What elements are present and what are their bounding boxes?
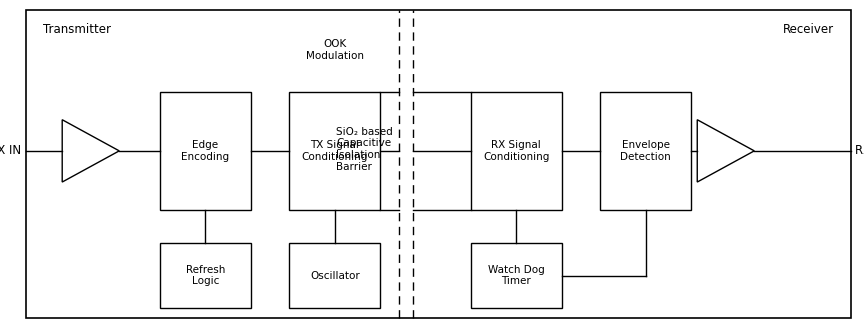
Text: TX IN: TX IN — [0, 144, 22, 157]
Bar — [471, 92, 562, 210]
Bar — [160, 243, 251, 308]
Bar — [600, 92, 691, 210]
Text: TX Signal
Conditioning: TX Signal Conditioning — [302, 140, 368, 162]
Text: Edge
Encoding: Edge Encoding — [181, 140, 229, 162]
Text: Oscillator: Oscillator — [310, 271, 359, 280]
Text: SiO₂ based
Capacitive
Isolation
Barrier: SiO₂ based Capacitive Isolation Barrier — [336, 127, 393, 172]
Text: Refresh
Logic: Refresh Logic — [186, 265, 225, 286]
Text: OOK
Modulation: OOK Modulation — [306, 39, 365, 61]
Polygon shape — [62, 120, 119, 182]
Bar — [471, 243, 562, 308]
Bar — [289, 92, 380, 210]
Text: Envelope
Detection: Envelope Detection — [620, 140, 671, 162]
Bar — [289, 243, 380, 308]
Text: Receiver: Receiver — [783, 23, 834, 36]
Text: RX Signal
Conditioning: RX Signal Conditioning — [483, 140, 550, 162]
Text: Watch Dog
Timer: Watch Dog Timer — [488, 265, 544, 286]
Text: Transmitter: Transmitter — [43, 23, 111, 36]
Polygon shape — [697, 120, 754, 182]
Text: RX OUT: RX OUT — [855, 144, 864, 157]
Bar — [160, 92, 251, 210]
